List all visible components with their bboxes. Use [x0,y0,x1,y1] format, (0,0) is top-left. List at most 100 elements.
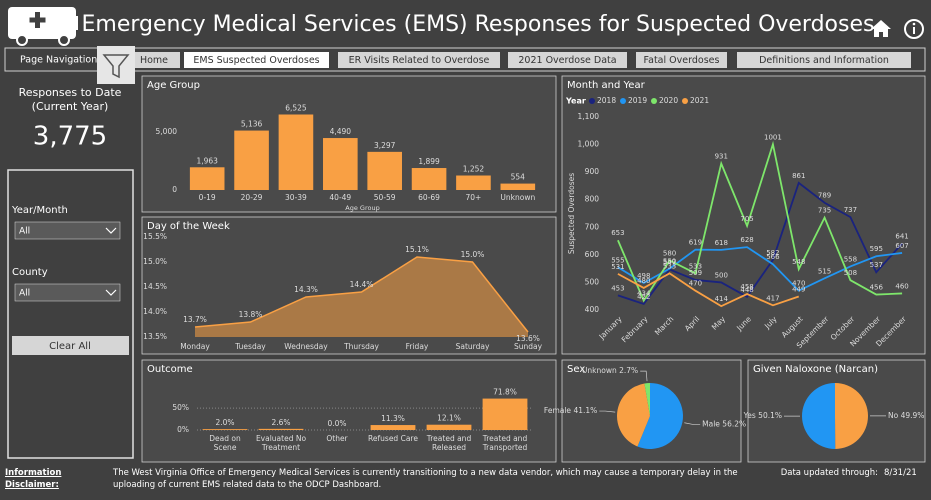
data-label: 861 [792,172,805,180]
pie-label: Female 41.1% [544,406,597,415]
legend-marker [651,98,657,104]
y-tick-label: 400 [585,305,600,314]
data-label: 705 [740,215,753,223]
data-label: 460 [895,282,908,290]
x-tick-label: Thursday [343,342,379,351]
legend-label: 2021 [690,96,709,105]
line [617,246,903,292]
data-label: 4,490 [330,127,352,136]
nav-button[interactable] [737,52,911,68]
pie-label-name: No [888,411,899,420]
filter-value[interactable]: All [19,227,30,237]
y-tick-label: 5,000 [156,127,178,136]
summary-value: 3,775 [33,122,107,152]
data-label: 515 [818,267,831,275]
filter-icon [102,54,130,79]
filter-label: Year/Month [11,205,68,216]
updated-date: 8/31/21 [884,468,917,478]
bar [426,424,472,430]
filter-dropdown[interactable] [14,283,121,302]
data-label: 6,525 [285,103,307,112]
x-tick-label-box: Treated and Released [426,434,472,452]
x-tick-label-box: Dead on Scene [209,434,240,452]
pie-slice [644,383,650,416]
y-tick-label: 15.5% [143,232,167,241]
data-label: 555 [611,256,624,264]
chart-title: Sex [567,364,585,375]
data-label: 498 [637,272,650,280]
nav-button[interactable] [636,52,727,68]
x-tick-label-box: Refused Care [368,434,418,443]
data-label: 422 [637,293,650,301]
data-label: 1001 [764,133,782,141]
data-label: 458 [740,283,753,291]
x-tick-label: Other [326,434,348,443]
nav-button-label[interactable]: 2021 Overdose Data [518,55,616,66]
info-icon[interactable] [904,19,924,39]
data-label: 0.0% [327,419,346,428]
y-tick-label: 14.5% [143,282,167,291]
nav-button[interactable] [128,52,180,68]
data-label: 737 [844,206,857,214]
data-label: 13.6% [516,334,540,343]
disclaimer-text: The West Virginia Office of Emergency Me… [113,468,738,490]
pie-slice [617,383,650,447]
y-tick-label: 1,100 [578,112,600,121]
y-tick-label: 800 [585,195,600,204]
y-tick-label: 0 [172,185,177,194]
data-label: 508 [844,269,857,277]
x-tick-label-box: Other [326,434,348,443]
x-tick-label-box: Evaluated No Treatment [256,434,306,452]
x-tick-label: Refused Care [368,434,418,443]
y-tick-label: 0% [177,425,189,434]
bar [482,398,528,430]
chart-title: Day of the Week [147,221,230,232]
nav-button[interactable] [508,52,627,68]
data-label: 1,899 [418,157,440,166]
y-tick-label: 14.0% [143,307,167,316]
filter-dropdown[interactable] [14,221,121,240]
data-label: 509 [689,269,702,277]
pie-slice [802,383,836,449]
data-label: 1,963 [196,156,218,165]
data-label: 11.3% [381,414,405,423]
x-tick-label: Treated and Transported [482,434,528,452]
data-label: 13.8% [239,310,263,319]
nav-button[interactable] [184,52,329,68]
pie-label-value: 56.2% [722,420,746,429]
filter-panel [7,169,134,459]
clear-button-label[interactable]: Clear All [49,341,91,352]
data-label: 550 [663,258,676,266]
data-label: 14.3% [294,285,318,294]
nav-button-label[interactable]: Definitions and Information [759,55,889,66]
filter-value[interactable]: All [19,289,30,299]
x-tick-label: Wednesday [284,342,328,351]
x-tick-label: Saturday [456,342,490,351]
data-label: 453 [611,284,624,292]
nav-button[interactable] [338,52,500,68]
nav-button-label[interactable]: Fatal Overdoses [644,55,720,66]
page-title: Emergency Medical Services (EMS) Respons… [82,12,875,37]
data-label: 619 [689,239,702,247]
filter-icon-bg [97,46,135,84]
data-label: 414 [715,295,729,303]
nav-button-label[interactable]: ER Visits Related to Overdose [349,55,490,66]
data-label: 618 [715,239,728,247]
data-label: 653 [611,229,624,237]
x-tick-label: Treated and Released [426,434,472,452]
nav-button-label[interactable]: Home [140,55,168,66]
summary-label: (Current Year) [32,100,109,113]
home-icon[interactable] [871,20,891,37]
nav-label: Page Navigation: [20,55,100,66]
y-tick-label: 900 [585,167,600,176]
x-tick-label: Sunday [514,342,543,351]
data-label: 2.0% [215,418,234,427]
clear-button[interactable] [12,336,129,355]
leader-line [684,422,701,426]
data-label: 13.7% [183,315,207,324]
data-label: 456 [870,284,884,292]
x-axis-title: Age Group [345,204,379,212]
nav-button-label[interactable]: EMS Suspected Overdoses [193,55,319,66]
y-tick-label: 1,000 [578,140,600,149]
